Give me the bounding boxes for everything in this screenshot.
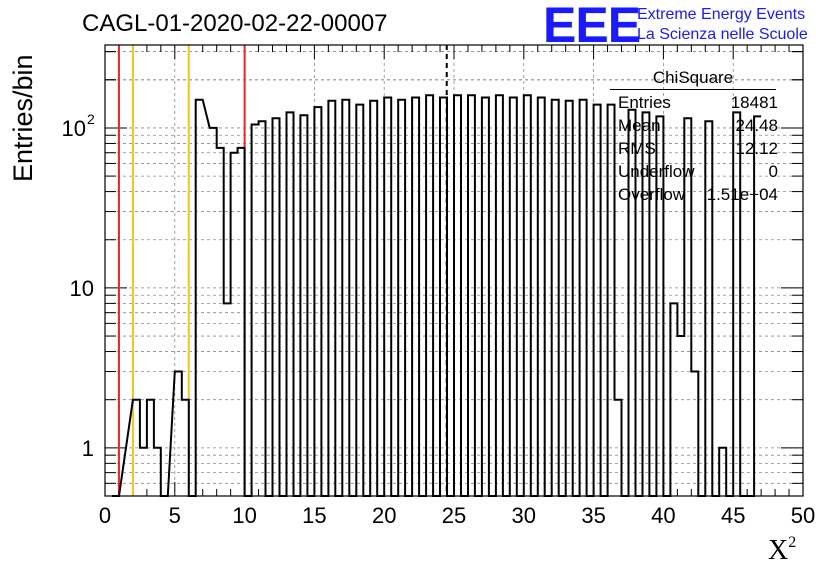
chart-title: CAGL-01-2020-02-22-00007 (82, 10, 388, 37)
logo-letters: EEE (543, 0, 641, 53)
x-tick-label: 20 (372, 503, 396, 528)
x-tick-label: 45 (721, 503, 745, 528)
x-tick-label: 30 (512, 503, 536, 528)
stats-value: 24.48 (735, 116, 778, 135)
stats-row-rms: RMS 12.12 (618, 139, 778, 161)
stats-row-overflow: Overflow 1.51e+04 (618, 185, 778, 207)
plot-frame (104, 44, 804, 497)
stats-row-mean: Mean 24.48 (618, 116, 778, 138)
stats-row-underflow: Underflow 0 (618, 162, 778, 184)
x-axis-label: X2 (768, 534, 796, 567)
x-tick-label: 25 (442, 503, 466, 528)
x-tick-label: 50 (791, 503, 815, 528)
y-tick-label: 1 (82, 436, 94, 461)
stats-box: ChiSquare Entries 18481 Mean 24.48 RMS 1… (610, 68, 778, 208)
stats-label: RMS (618, 139, 656, 158)
x-axis-label-base: X (768, 535, 789, 566)
y-tick-label: 10 (62, 116, 86, 141)
y-axis-label: Entries/bin (8, 54, 38, 182)
x-tick-label: 10 (232, 503, 256, 528)
stats-title: ChiSquare (652, 68, 734, 87)
stats-label: Underflow (618, 162, 695, 181)
x-tick-label: 0 (99, 503, 111, 528)
logo-line-1: Extreme Energy Events (637, 6, 806, 23)
x-tick-label: 15 (302, 503, 326, 528)
x-tick-label: 5 (169, 503, 181, 528)
stats-row-entries: Entries 18481 (618, 93, 778, 115)
stats-value: 0 (768, 162, 778, 181)
y-tick-label: 10 (70, 276, 94, 301)
stats-label: Mean (618, 116, 661, 135)
stats-value: 1.51e+04 (706, 185, 778, 204)
stats-value: 12.12 (735, 139, 778, 158)
y-tick-exponent: 2 (87, 111, 95, 127)
stats-divider (610, 89, 776, 90)
logo-line-2: La Scienza nelle Scuole (637, 26, 808, 43)
stats-value: 18481 (730, 93, 778, 112)
stats-label: Overflow (618, 185, 686, 204)
x-axis-label-superscript: 2 (788, 534, 797, 551)
x-tick-label: 40 (651, 503, 675, 528)
x-tick-label: 35 (581, 503, 605, 528)
stats-label: Entries (618, 93, 671, 112)
